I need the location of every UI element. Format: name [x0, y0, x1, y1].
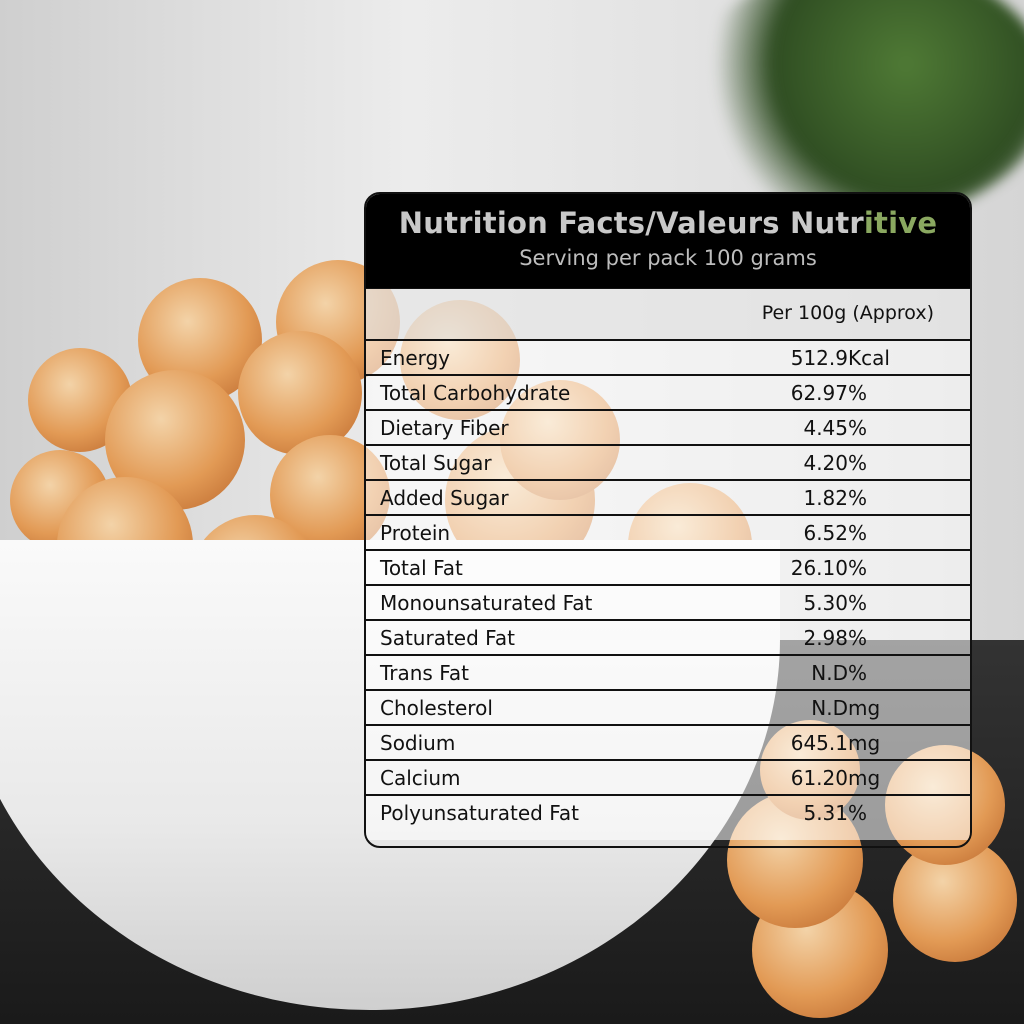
- nutrient-row: Added Sugar 1.82%: [366, 481, 970, 516]
- nutrient-row: Trans Fat N.D%: [366, 656, 970, 691]
- nutrient-value: 2.98: [803, 626, 848, 650]
- nutrient-label: Total Fat: [380, 556, 463, 580]
- nutrient-row: Total Carbohydrate 62.97%: [366, 376, 970, 411]
- nutrient-row: Sodium 645.1 mg: [366, 726, 970, 761]
- nutrient-value: 5.31: [803, 801, 848, 825]
- nutrient-row: Cholesterol N.D mg: [366, 691, 970, 726]
- nutrient-label: Energy: [380, 346, 451, 370]
- nutrient-label: Total Carbohydrate: [380, 381, 571, 405]
- nutrient-unit: %: [848, 416, 868, 440]
- nutrient-row: Monounsaturated Fat 5.30%: [366, 586, 970, 621]
- nutrient-label: Polyunsaturated Fat: [380, 801, 579, 825]
- column-header-row: Per 100g (Approx): [366, 288, 970, 341]
- title-accent-text: itive: [863, 206, 938, 240]
- nutrient-label: Saturated Fat: [380, 626, 515, 650]
- nutrient-label: Protein: [380, 521, 451, 545]
- nutrient-label: Cholesterol: [380, 696, 493, 720]
- nutrient-value: 1.82: [803, 486, 848, 510]
- nutrient-value: N.D: [811, 696, 848, 720]
- nutrient-label: Total Sugar: [380, 451, 492, 475]
- nutrient-unit: mg: [848, 731, 881, 755]
- nutrient-unit: %: [848, 661, 868, 685]
- nutrient-label: Trans Fat: [380, 661, 469, 685]
- nutrient-label: Monounsaturated Fat: [380, 591, 593, 615]
- nutrient-value: 512.9: [790, 346, 848, 370]
- title-text: Nutrition Facts/Valeurs Nutr: [398, 206, 864, 240]
- nutrient-value: 62.97: [790, 381, 848, 405]
- nutrient-row: Polyunsaturated Fat 5.31%: [366, 796, 970, 840]
- nutrient-label: Dietary Fiber: [380, 416, 509, 440]
- nutrient-unit: %: [848, 381, 868, 405]
- nutrient-row: Dietary Fiber 4.45%: [366, 411, 970, 446]
- nutrient-value: 645.1: [790, 731, 848, 755]
- nutrient-value: N.D: [811, 661, 848, 685]
- panel-header: Nutrition Facts/Valeurs Nutritive Servin…: [366, 194, 970, 288]
- nutrient-table: Energy 512.9 Kcal Total Carbohydrate 62.97% D…: [366, 341, 970, 840]
- nutrient-unit: mg: [848, 696, 881, 720]
- column-header: Per 100g (Approx): [761, 302, 934, 324]
- nutrient-unit: %: [848, 801, 868, 825]
- plant-blur: [690, 0, 1024, 220]
- nutrient-unit: %: [848, 591, 868, 615]
- nutrient-label: Calcium: [380, 766, 461, 790]
- nutrient-row: Saturated Fat 2.98%: [366, 621, 970, 656]
- nutrient-unit: %: [848, 486, 868, 510]
- nutrient-value: 4.20: [803, 451, 848, 475]
- nutrient-value: 61.20: [790, 766, 848, 790]
- nutrient-row: Calcium 61.20 mg: [366, 761, 970, 796]
- nutrient-unit: %: [848, 451, 868, 475]
- nutrient-unit: %: [848, 521, 868, 545]
- nutrient-value: 4.45: [803, 416, 848, 440]
- nutrient-label: Added Sugar: [380, 486, 509, 510]
- nutrient-value: 6.52: [803, 521, 848, 545]
- nutrient-row: Total Fat 26.10%: [366, 551, 970, 586]
- nutrient-row: Protein 6.52%: [366, 516, 970, 551]
- nutrient-unit: Kcal: [848, 346, 890, 370]
- nutrient-unit: %: [848, 556, 868, 580]
- nutrient-unit: mg: [848, 766, 881, 790]
- nutrient-value: 5.30: [803, 591, 848, 615]
- nutrient-value: 26.10: [790, 556, 848, 580]
- snack-ball: [238, 331, 362, 455]
- nutrient-unit: %: [848, 626, 868, 650]
- nutrient-row: Total Sugar 4.20%: [366, 446, 970, 481]
- nutrient-label: Sodium: [380, 731, 456, 755]
- panel-title: Nutrition Facts/Valeurs Nutritive: [366, 194, 970, 240]
- nutrition-facts-panel: Nutrition Facts/Valeurs Nutritive Servin…: [364, 192, 972, 848]
- nutrient-row: Energy 512.9 Kcal: [366, 341, 970, 376]
- serving-info: Serving per pack 100 grams: [519, 246, 817, 270]
